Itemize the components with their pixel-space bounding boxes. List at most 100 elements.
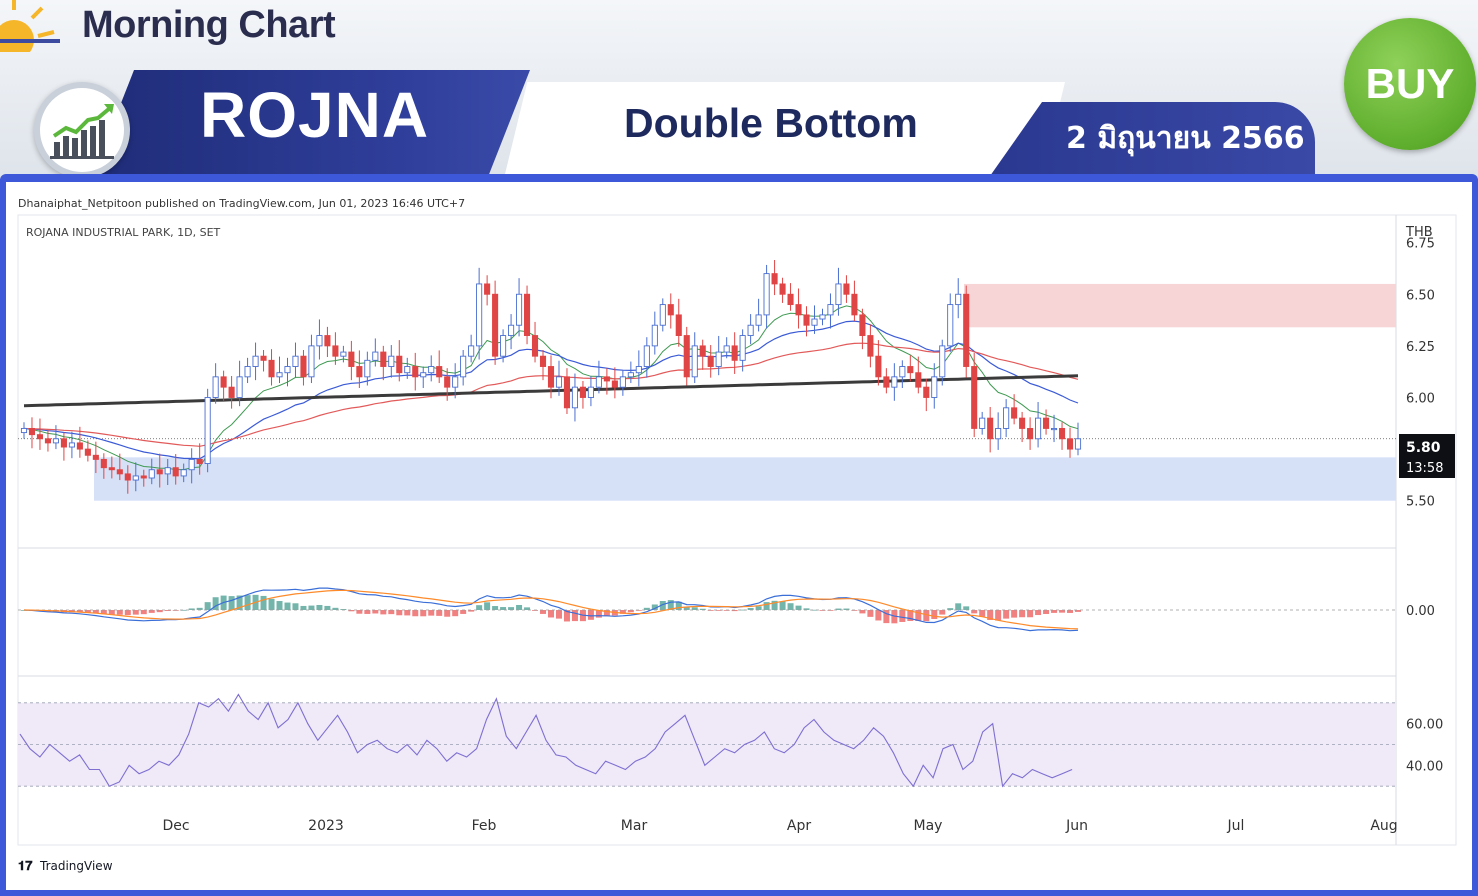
- candle-down: [531, 335, 539, 357]
- candle-down: [484, 283, 491, 295]
- candle-up: [995, 428, 1002, 440]
- macd-histogram-bar: [500, 607, 507, 610]
- macd-histogram-bar: [524, 607, 531, 610]
- candle-up: [188, 458, 195, 471]
- macd-histogram-bar: [84, 610, 91, 613]
- macd-histogram-bar: [476, 605, 483, 610]
- candle-up: [516, 293, 523, 326]
- macd-histogram-bar: [364, 610, 371, 614]
- macd-histogram-bar: [156, 610, 163, 613]
- macd-histogram-bar: [667, 600, 674, 610]
- macd-histogram-bar: [484, 602, 491, 610]
- bar-countdown: 13:58: [1406, 461, 1443, 476]
- candle-up: [747, 324, 754, 336]
- candle-down: [683, 335, 690, 378]
- macd-histogram-bar: [132, 610, 139, 615]
- macd-histogram-bar: [651, 604, 658, 610]
- candle-up: [627, 372, 634, 378]
- candle-down: [220, 376, 227, 388]
- macd-histogram-bar: [955, 603, 962, 610]
- macd-histogram-bar: [843, 608, 850, 610]
- candle-up: [132, 475, 139, 481]
- tradingview-logo[interactable]: 𝟏𝟕 TradingView: [18, 859, 113, 874]
- candle-up: [555, 376, 563, 388]
- macd-histogram-bar: [388, 610, 395, 615]
- candle-up: [388, 355, 395, 367]
- macd-histogram-bar: [635, 610, 642, 611]
- candle-down: [731, 345, 738, 361]
- candle-up: [460, 355, 467, 378]
- candle-up: [20, 428, 28, 434]
- price-tick: 6.00: [1406, 391, 1435, 406]
- macd-histogram-bar: [859, 610, 866, 614]
- macd-histogram-bar: [1067, 610, 1074, 613]
- macd-histogram-bar: [292, 603, 299, 610]
- candle-up: [931, 376, 938, 398]
- candle-up: [587, 386, 594, 398]
- candle-down: [268, 359, 275, 378]
- macd-histogram-bar: [587, 610, 594, 620]
- macd-histogram-bar: [1035, 610, 1042, 616]
- candle-up: [164, 467, 171, 475]
- candle-down: [851, 293, 858, 316]
- candle-up: [500, 335, 507, 357]
- candle-down: [523, 293, 531, 336]
- candle-down: [923, 386, 930, 398]
- candle-up: [939, 345, 946, 378]
- macd-histogram-bar: [244, 595, 251, 610]
- candle-down: [563, 376, 571, 409]
- macd-histogram-bar: [196, 607, 203, 610]
- macd-histogram-bar: [324, 605, 331, 610]
- tradingview-chart[interactable]: Dhanaiphat_Netpitoon published on Tradin…: [6, 182, 1472, 890]
- macd-histogram-bar: [516, 604, 523, 610]
- candle-up: [739, 335, 746, 361]
- candle-up: [979, 417, 986, 429]
- candle-up: [1003, 407, 1010, 429]
- macd-histogram-bar: [659, 601, 666, 610]
- publisher-line: Dhanaiphat_Netpitoon published on Tradin…: [18, 197, 465, 210]
- macd-histogram-bar: [723, 610, 730, 611]
- macd-histogram-bar: [923, 610, 930, 622]
- macd-histogram-bar: [675, 601, 682, 610]
- macd-histogram-bar: [444, 610, 451, 617]
- candle-down: [1019, 417, 1026, 429]
- macd-histogram-bar: [835, 608, 842, 610]
- macd-histogram-bar: [875, 610, 882, 621]
- ticker-panel: [90, 70, 530, 182]
- candle-down: [1011, 407, 1018, 419]
- macd-histogram-bar: [683, 606, 690, 610]
- candle-down: [60, 438, 67, 448]
- candle-down: [667, 304, 674, 316]
- candle-up: [404, 366, 411, 374]
- macd-histogram-bar: [148, 610, 155, 613]
- macd-histogram-bar: [468, 610, 475, 612]
- macd-histogram-bar: [340, 609, 347, 610]
- candle-up: [180, 469, 187, 477]
- date-panel: [990, 102, 1315, 176]
- candle-down: [84, 448, 91, 456]
- candle-up: [1051, 428, 1058, 431]
- candle-up: [827, 304, 834, 316]
- macd-histogram-bar: [396, 610, 403, 616]
- macd-histogram-bar: [627, 610, 634, 613]
- macd-histogram-bar: [931, 610, 938, 619]
- candle-down: [867, 335, 874, 357]
- candle-down: [579, 386, 586, 398]
- candle-up: [643, 345, 650, 367]
- candle-down: [883, 376, 890, 388]
- candle-up: [340, 351, 347, 357]
- time-tick: Jun: [1065, 818, 1088, 834]
- macd-line: [23, 587, 1079, 632]
- candle-up: [364, 359, 371, 378]
- candle-up: [723, 345, 730, 353]
- time-tick: 2023: [308, 818, 344, 834]
- macd-histogram-bar: [452, 610, 459, 617]
- brand-title: Morning Chart: [82, 4, 336, 46]
- time-tick: Jul: [1227, 818, 1245, 834]
- macd-histogram-bar: [300, 605, 307, 610]
- candle-down: [987, 417, 994, 440]
- candle-down: [771, 273, 778, 285]
- macd-histogram-bar: [76, 610, 83, 613]
- macd-histogram-bar: [116, 610, 123, 615]
- macd-histogram-bar: [747, 607, 754, 610]
